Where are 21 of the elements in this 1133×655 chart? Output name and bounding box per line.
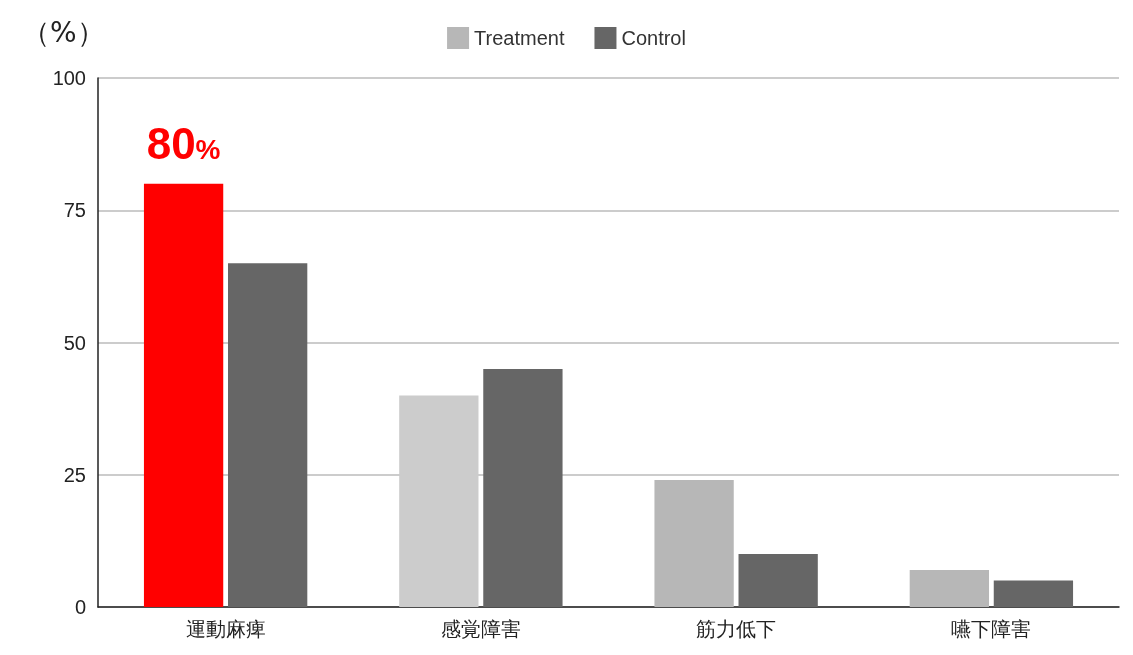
y-tick-label: 100: [52, 67, 86, 89]
bar: [654, 480, 734, 607]
y-tick-label: 75: [63, 199, 86, 222]
bar: [399, 395, 479, 607]
legend-label: Treatment: [474, 27, 565, 49]
y-tick-label: 0: [74, 596, 86, 618]
x-tick-label: 感覚障害: [440, 617, 521, 641]
y-tick-label: 50: [63, 331, 86, 354]
bar: [228, 263, 308, 607]
y-tick-label: 25: [63, 463, 86, 486]
x-tick-label: 運動麻痺: [185, 617, 266, 641]
bar: [993, 580, 1074, 607]
annotation: 80%: [146, 119, 221, 169]
x-tick-label: 筋力低下: [696, 617, 777, 641]
bar: [909, 569, 989, 607]
y-axis-title: （%）: [22, 15, 105, 49]
bar: [143, 183, 224, 607]
bar: [738, 554, 818, 607]
x-tick-label: 嚥下障害: [951, 617, 1032, 641]
legend-label: Control: [621, 27, 686, 49]
bar: [483, 368, 563, 607]
